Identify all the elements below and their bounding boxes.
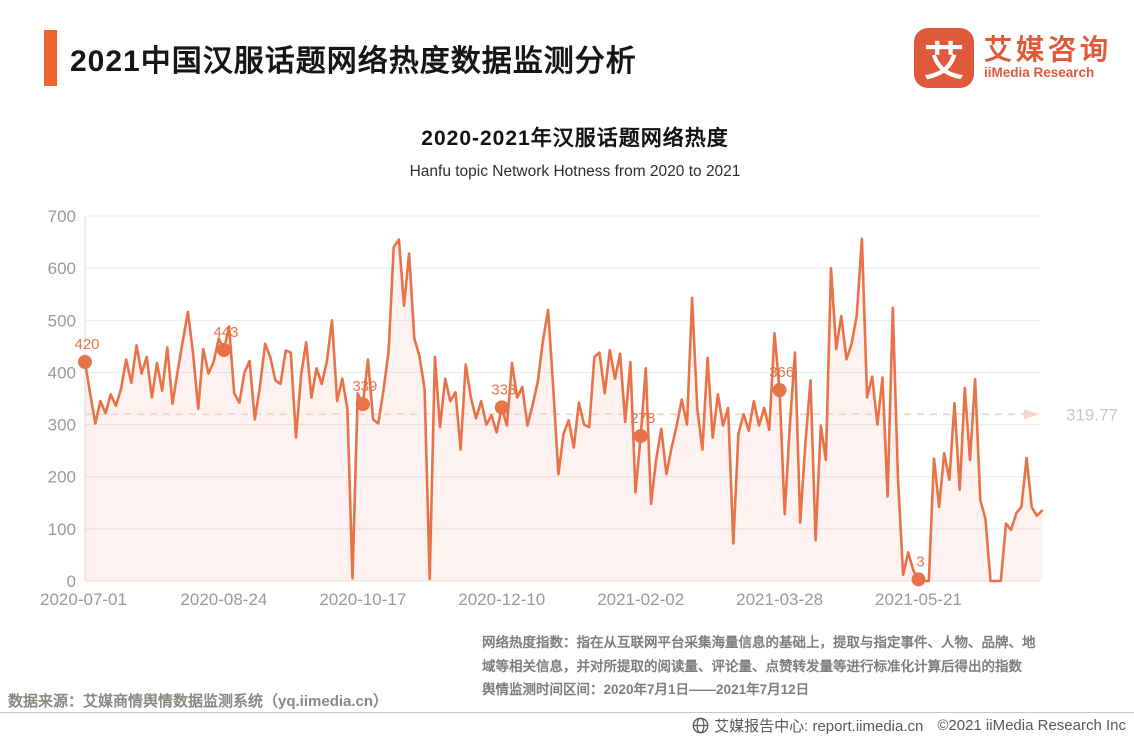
y-axis-tick-label: 600 [48, 259, 76, 278]
copyright-text: ©2021 iiMedia Research Inc [937, 716, 1126, 734]
iimedia-logo-icon: 艾 [913, 28, 974, 88]
footnote-line: 域等相关信息，并对所提取的阅读量、评论量、点赞转发量等进行标准化计算后得出的指数 [482, 658, 1022, 674]
y-axis-tick-label: 700 [48, 207, 76, 226]
data-source-label: 数据来源：艾媒商情舆情数据监测系统（yq.iimedia.cn） [8, 693, 389, 710]
title-accent-bar [44, 30, 57, 86]
chart-title: 2020-2021年汉服话题网络热度 [421, 127, 729, 150]
data-point-dot [911, 572, 926, 587]
data-point-label: 366 [769, 364, 794, 381]
series-area-fill [85, 238, 1042, 581]
x-axis-tick-label: 2020-08-24 [180, 590, 267, 609]
data-point-dot [78, 355, 92, 369]
data-point-label: 278 [630, 410, 655, 427]
data-point-dot [216, 343, 231, 358]
bottom-bar: 艾媒报告中心: report.iimedia.cn ©2021 iiMedia … [0, 712, 1134, 737]
iimedia-logo: 艾 艾媒咨询 iiMedia Research [913, 28, 1112, 88]
y-axis-tick-label: 400 [48, 363, 76, 382]
hotness-line-chart: 0 100 200 300 400 500 600 700 2020-07-01 2020-08-… [40, 207, 1118, 609]
data-point-dot [355, 397, 370, 412]
report-header: 2021中国汉服话题网络热度数据监测分析 艾 艾媒咨询 iiMedia Rese… [0, 0, 1134, 105]
data-point-dot [772, 383, 787, 398]
data-point-label: 3 [916, 553, 924, 570]
logo-name-cn: 艾媒咨询 [983, 34, 1112, 65]
footnote-line: 舆情监测时间区间：2020年7月1日——2021年7月12日 [482, 682, 810, 697]
x-axis-tick-label: 2021-02-02 [597, 590, 684, 609]
globe-icon [692, 717, 709, 734]
y-axis-tick-label: 100 [48, 520, 76, 539]
reference-arrow-icon [1024, 409, 1040, 420]
page-title: 2021中国汉服话题网络热度数据监测分析 [70, 45, 637, 78]
data-point-dot [494, 400, 509, 415]
data-point-label: 420 [74, 336, 99, 353]
y-axis-tick-label: 200 [48, 468, 76, 487]
series-line [83, 237, 1044, 583]
logo-name-en: iiMedia Research [983, 65, 1095, 80]
data-point-label: 443 [213, 324, 238, 341]
x-axis-tick-label: 2021-03-28 [736, 590, 823, 609]
iimedia-logo-text: 艾媒咨询 iiMedia Research [984, 35, 1112, 81]
data-point-dot [633, 429, 648, 444]
report-center-link[interactable]: 艾媒报告中心: report.iimedia.cn [714, 717, 924, 735]
x-axis-tick-label: 2020-12-10 [458, 590, 545, 609]
data-point-label: 339 [352, 378, 377, 395]
footnote-line: 网络热度指数：指在从互联网平台采集海量信息的基础上，提取与指定事件、人物、品牌、… [482, 635, 1036, 650]
chart-subtitle: Hanfu topic Network Hotness from 2020 to… [409, 163, 741, 180]
data-point-label: 333 [491, 381, 516, 398]
y-axis-tick-label: 300 [48, 416, 76, 435]
y-axis-tick-label: 500 [48, 311, 76, 330]
x-axis-tick-label: 2020-07-01 [40, 590, 127, 609]
x-axis-tick-label: 2021-05-21 [875, 590, 962, 609]
y-axis-tick-label: 0 [67, 572, 76, 591]
x-axis-tick-label: 2020-10-17 [319, 590, 406, 609]
chart-footnotes: 网络热度指数：指在从互联网平台采集海量信息的基础上，提取与指定事件、人物、品牌、… [482, 631, 1134, 702]
reference-value-label: 319.77 [1066, 405, 1118, 424]
